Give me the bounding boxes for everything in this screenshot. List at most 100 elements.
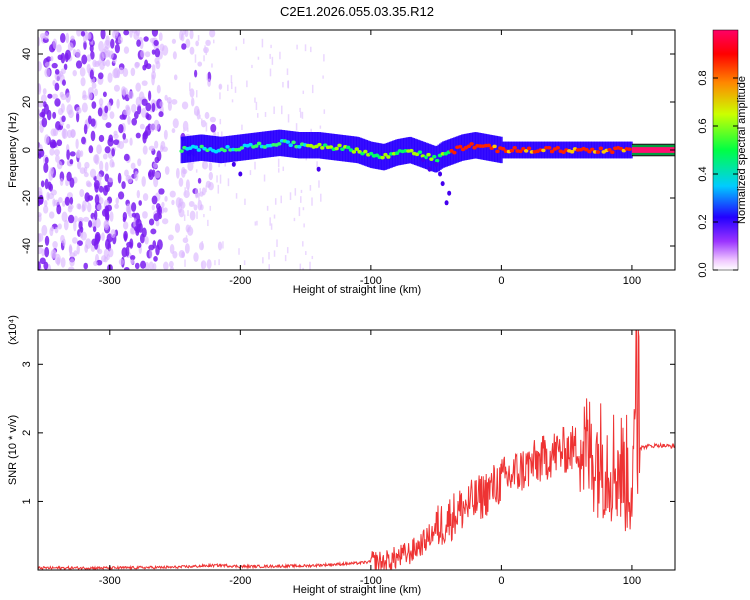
- heatmap-signal-cell: [496, 136, 500, 163]
- heatmap-noise-cell: [38, 195, 44, 206]
- heatmap-noise-cell: [217, 241, 223, 251]
- heatmap-noise-cell: [101, 113, 108, 121]
- heatmap-streak: [300, 189, 303, 193]
- heatmap-noise-cell: [96, 204, 103, 211]
- heatmap-noise-cell: [152, 240, 157, 249]
- heatmap-noise-cell: [112, 68, 119, 79]
- heatmap-peak-cell: [409, 148, 414, 153]
- heatmap-noise-cell: [121, 86, 126, 96]
- heatmap-noise-cell: [47, 93, 53, 99]
- heatmap-noise-cell: [113, 130, 118, 136]
- heatmap-streak: [256, 113, 259, 118]
- heatmap-noise-cell: [98, 134, 105, 143]
- colorbar-tick-label: 0.6: [697, 118, 709, 133]
- heatmap-noise-cell: [65, 32, 70, 44]
- heatmap-streak: [323, 54, 325, 62]
- heatmap-streak: [310, 46, 312, 53]
- heatmap-peak-cell: [466, 144, 471, 149]
- heatmap-noise-cell: [44, 235, 50, 246]
- heatmap-noise-cell: [146, 113, 152, 121]
- heatmap-streak: [219, 174, 222, 184]
- heatmap-peak-cell: [337, 143, 342, 148]
- heatmap-signal-cell: [182, 136, 185, 164]
- x-tick-label: -100: [360, 275, 382, 287]
- heatmap-signal-cell: [460, 134, 464, 161]
- heatmap-signal-cell: [413, 138, 417, 166]
- heatmap-noise-cell: [52, 142, 58, 148]
- heatmap-noise-cell: [65, 92, 71, 103]
- heatmap-noise-cell: [189, 210, 196, 221]
- heatmap-streak: [270, 44, 272, 49]
- snr-x-axis-label: Height of straight line (km): [293, 584, 421, 596]
- heatmap-streak: [320, 193, 322, 202]
- heatmap-noise-cell: [100, 30, 106, 40]
- heatmap-streak: [269, 68, 272, 77]
- heatmap-streak: [207, 219, 209, 227]
- heatmap-noise-cell: [134, 61, 140, 69]
- heatmap-streak: [217, 184, 220, 194]
- heatmap-streak: [195, 169, 198, 173]
- heatmap-noise-cell: [140, 260, 147, 269]
- heatmap-noise-cell: [55, 154, 60, 163]
- heatmap-noise-cell: [50, 226, 55, 232]
- heatmap-noise-cell: [122, 132, 126, 140]
- heatmap-noise-cell: [87, 32, 92, 40]
- heatmap-peak-cell: [590, 147, 595, 152]
- heatmap-streak: [302, 90, 305, 94]
- heatmap-noise-cell: [96, 173, 103, 182]
- heatmap-noise-cell: [79, 67, 86, 77]
- heatmap-noise-cell: [189, 88, 195, 98]
- heatmap-streak: [309, 261, 311, 270]
- heatmap-noise-cell: [44, 62, 51, 68]
- heatmap-noise-cell: [38, 261, 41, 270]
- heatmap-peak-cell: [179, 149, 184, 153]
- heatmap-peak-cell: [256, 141, 262, 146]
- heatmap-noise-cell: [141, 176, 146, 187]
- heatmap-noise-cell: [86, 63, 91, 74]
- heatmap-noise-cell: [38, 109, 41, 115]
- snr-y-axis-label: SNR (10 * v/v): [7, 415, 19, 485]
- heatmap-noise-cell: [44, 156, 49, 164]
- heatmap-signal-cell: [529, 141, 533, 159]
- heatmap-noise-cell: [67, 42, 74, 51]
- heatmap-noise-cell: [142, 145, 148, 155]
- heatmap-noise-cell: [151, 195, 158, 205]
- heatmap-signal-cell: [291, 131, 295, 158]
- heatmap-noise-cell: [97, 72, 104, 80]
- heatmap-noise-cell: [90, 130, 96, 142]
- heatmap-streak: [235, 193, 238, 199]
- heatmap-peak-cell: [426, 152, 431, 157]
- heatmap-noise-cell: [91, 101, 97, 109]
- heatmap-noise-cell: [118, 140, 125, 150]
- heatmap-noise-cell: [93, 88, 98, 97]
- heatmap-noise-cell: [142, 193, 149, 201]
- heatmap-peak-cell: [193, 145, 199, 149]
- colorbar-frame: [712, 29, 739, 271]
- heatmap-noise-cell: [43, 199, 48, 207]
- heatmap-noise-cell: [43, 32, 49, 40]
- heatmap-noise-cell: [105, 122, 112, 129]
- heatmap-signal-cell: [617, 141, 621, 159]
- heatmap-noise-cell: [53, 149, 60, 156]
- heatmap-peak-cell: [495, 149, 500, 154]
- heatmap-noise-cell: [41, 224, 48, 236]
- heatmap-noise-cell: [110, 38, 115, 49]
- heatmap-signal-cell: [531, 141, 535, 159]
- heatmap-signal-cell: [616, 141, 619, 159]
- heatmap-signal-cell: [420, 140, 423, 168]
- heatmap-signal-cell: [352, 136, 356, 163]
- heatmap-streak: [184, 187, 186, 196]
- heatmap-noise-cell: [145, 125, 152, 136]
- heatmap-noise-cell: [197, 177, 202, 184]
- colorbar-tick-label: 0.4: [697, 166, 709, 181]
- heatmap-noise-cell: [131, 30, 137, 34]
- heatmap-noise-cell: [85, 238, 92, 250]
- heatmap-noise-cell: [43, 261, 49, 270]
- heatmap-peak-cell: [541, 148, 546, 153]
- heatmap-noise-cell: [66, 129, 73, 139]
- heatmap-streak: [251, 64, 253, 69]
- heatmap-noise-cell: [181, 43, 187, 50]
- heatmap-noise-cell: [94, 210, 98, 221]
- heatmap-noise-cell: [69, 177, 75, 188]
